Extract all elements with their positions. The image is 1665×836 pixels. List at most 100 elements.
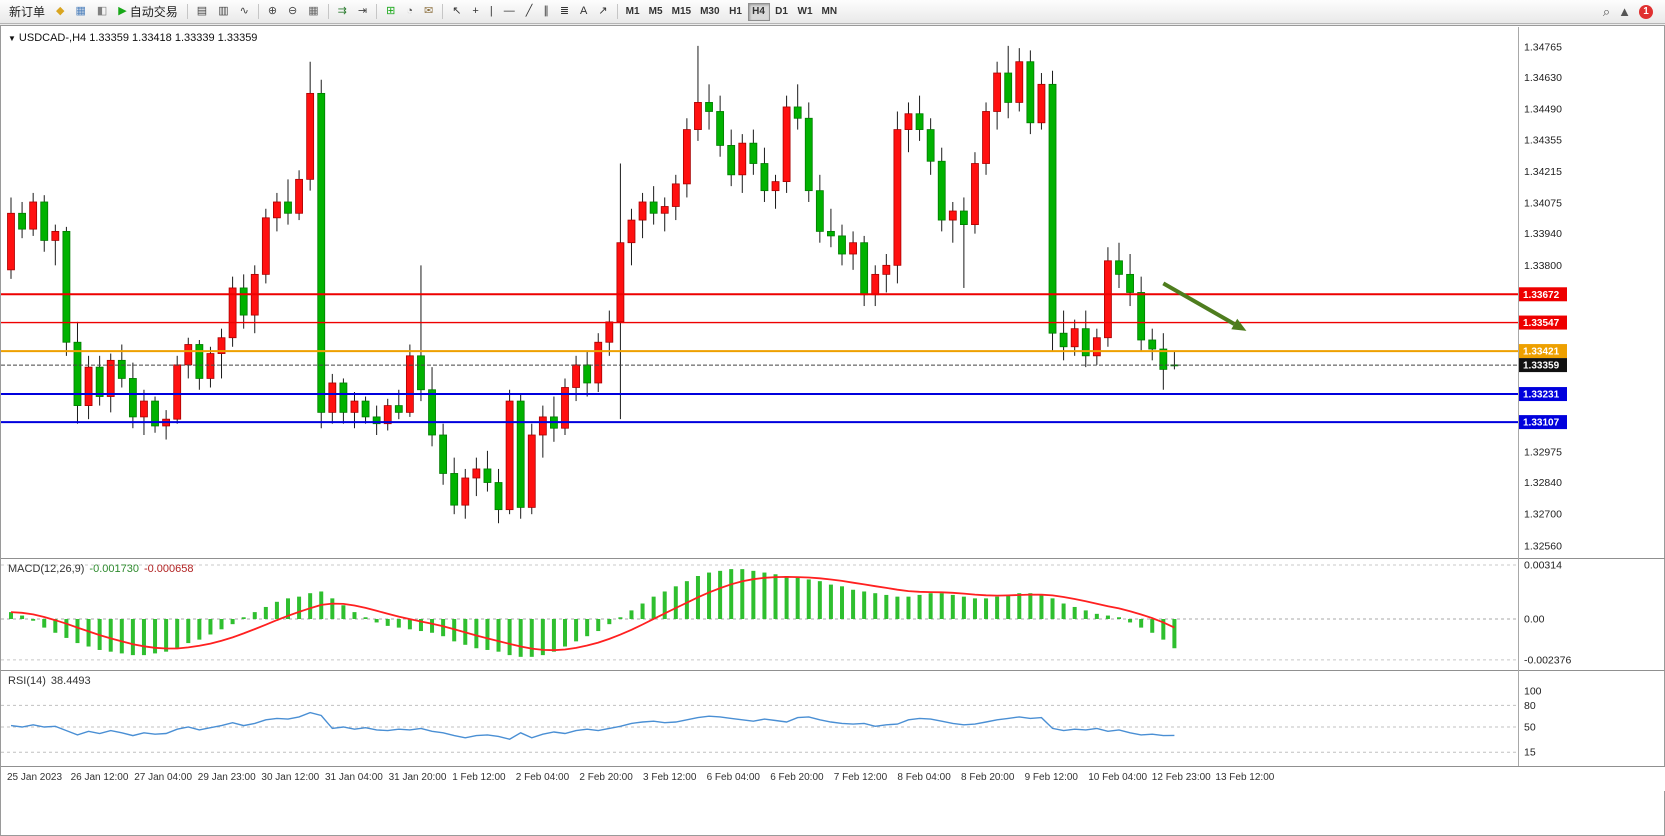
time-axis-label: 2 Feb 20:00 (579, 772, 633, 783)
candle-bullish (694, 102, 702, 130)
macd-histogram-bar (1006, 594, 1011, 619)
navigator-button[interactable]: ◧ (92, 2, 112, 22)
timeframe-m15[interactable]: M15 (668, 3, 695, 21)
candle-bullish (7, 212, 15, 271)
fibonacci-button[interactable]: ≣ (555, 2, 574, 22)
candle-bullish (1070, 328, 1079, 348)
toolbar-separator (442, 4, 444, 19)
time-axis[interactable]: 25 Jan 2023 26 Jan 12:00 27 Jan 04:00 29 Ja… (1, 766, 1665, 791)
trend-arrow[interactable] (1162, 281, 1236, 326)
macd-histogram-bar (718, 570, 723, 619)
candle-bearish (95, 366, 104, 397)
timeframe-mn[interactable]: MN (818, 3, 842, 21)
candle-bearish (40, 201, 49, 241)
macd-histogram-bar (762, 572, 767, 619)
candle-bearish (339, 382, 348, 413)
candle-bearish (838, 235, 846, 255)
timeframe-m1[interactable]: M1 (622, 3, 644, 21)
timeframe-d1[interactable]: D1 (771, 3, 793, 21)
periods-button[interactable]: ◔ (401, 2, 418, 22)
cursor-button[interactable]: ↖ (447, 2, 466, 22)
macd-histogram-bar (286, 598, 290, 619)
templates-icon: ✉ (423, 5, 434, 17)
indicators-button[interactable]: ⊞ (381, 2, 400, 22)
macd-histogram-bar (1017, 593, 1022, 619)
macd-histogram-bar (729, 569, 734, 619)
macd-axis-tick: -0.002376 (1524, 654, 1571, 666)
candle-bullish (206, 353, 215, 379)
price-chart-canvas[interactable]: 1.34765 1.34630 1.34490 1.34355 1.34215 1.340… (1, 27, 1665, 558)
templates-button[interactable]: ✉ (419, 2, 438, 22)
timeframe-h4[interactable]: H4 (747, 2, 770, 21)
macd-histogram-bar (972, 598, 977, 619)
crosshair-button[interactable]: + (467, 2, 483, 22)
time-axis-label: 1 Feb 12:00 (452, 772, 506, 783)
symbol-dropdown-icon[interactable]: ▼ (8, 34, 16, 43)
auto-trading-button[interactable]: ▶ 自动交易 (113, 2, 182, 22)
timeframe-h1[interactable]: H1 (725, 3, 747, 21)
zoom-in-button[interactable]: ⊕ (263, 2, 282, 22)
macd-histogram-bar (574, 619, 579, 642)
auto-scroll-button[interactable]: ⇉ (333, 2, 352, 22)
macd-histogram-bar (563, 619, 567, 647)
macd-histogram-bar (341, 605, 346, 619)
search-icon[interactable]: ⌕ (1602, 4, 1611, 19)
macd-signal-line (10, 575, 1175, 652)
macd-histogram-bar (20, 615, 25, 619)
candlestick-chart-button[interactable]: ▥ (213, 2, 233, 22)
zoom-out-button[interactable]: ⊖ (283, 2, 302, 22)
macd-histogram-bar (175, 619, 180, 649)
timeframe-w1[interactable]: W1 (794, 3, 817, 21)
quick-nav-icon[interactable]: ▲ (1618, 4, 1631, 19)
rsi-panel[interactable]: 100 80 50 15 (1, 670, 1665, 766)
macd-histogram-bar (1117, 617, 1121, 619)
macd-panel[interactable]: 0.00314 0.00 -0.002376 (1, 558, 1665, 670)
macd-histogram-bar (673, 586, 678, 619)
new-order-label: 新订单 (9, 5, 46, 19)
candle-bearish (827, 230, 835, 237)
rsi-axis-tick: 50 (1524, 722, 1536, 734)
chart-shift-button[interactable]: ⇥ (353, 2, 372, 22)
toolbar-group-chart-type: ▤ ▥ ∿ (192, 2, 254, 22)
notification-badge[interactable]: 1 (1639, 4, 1653, 19)
vertical-line-button[interactable]: | (485, 2, 498, 22)
toolbar-group-drawing: ↖ + | — ╱ ∥ ≣ A ↗ (447, 2, 612, 22)
candle-bearish (195, 344, 204, 379)
profiles-button[interactable]: ◆ (51, 2, 69, 22)
candle-bearish (804, 117, 813, 192)
line-chart-button[interactable]: ∿ (235, 2, 254, 22)
price-axis-tick: 1.33800 (1524, 260, 1562, 272)
price-axis-badge-label: 1.33107 (1523, 418, 1560, 429)
candle-bullish (882, 264, 891, 275)
candle-bearish (417, 355, 425, 391)
horizontal-line-button[interactable]: — (499, 2, 520, 22)
arrow-tool-button[interactable]: ↗ (593, 2, 612, 22)
candle-bullish (350, 400, 359, 413)
candle-bullish (51, 230, 60, 241)
macd-histogram-bar (418, 619, 423, 632)
text-tool-button[interactable]: A (575, 2, 592, 22)
candle-bullish (228, 287, 237, 339)
trend-arrow-head (1231, 318, 1247, 331)
bar-chart-button[interactable]: ▤ (192, 2, 212, 22)
timeframe-m5[interactable]: M5 (645, 3, 667, 21)
tile-windows-button[interactable]: ▦ (303, 2, 323, 22)
trendline-button[interactable]: ╱ (521, 2, 538, 22)
new-order-button[interactable]: 新订单 (4, 2, 50, 22)
macd-histogram-bar (485, 619, 490, 650)
candle-bearish (1081, 328, 1090, 357)
candle-bullish (638, 201, 647, 221)
macd-axis-tick: 0.00314 (1524, 559, 1562, 571)
market-watch-button[interactable]: ▦ (70, 2, 90, 22)
macd-histogram-bar (1094, 613, 1099, 619)
time-axis-label: 30 Jan 12:00 (261, 772, 320, 783)
macd-histogram-bar (31, 619, 36, 621)
time-axis-label: 8 Feb 04:00 (897, 772, 951, 783)
candle-bullish (140, 400, 148, 418)
candle-bearish (450, 473, 459, 506)
price-axis-tick: 1.34630 (1524, 72, 1562, 84)
candle-bullish (771, 181, 780, 192)
equidistant-channel-button[interactable]: ∥ (538, 2, 554, 22)
time-axis-label: 31 Jan 04:00 (325, 772, 383, 783)
timeframe-m30[interactable]: M30 (696, 3, 723, 21)
